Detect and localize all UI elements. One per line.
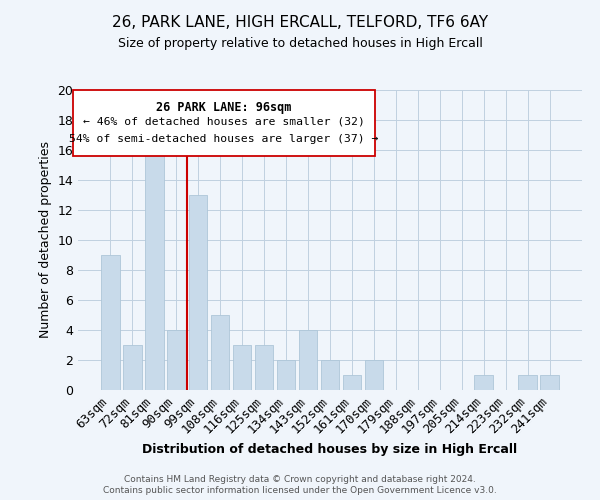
Bar: [343, 375, 361, 390]
Bar: [518, 375, 537, 390]
Text: Contains public sector information licensed under the Open Government Licence v3: Contains public sector information licen…: [103, 486, 497, 495]
Bar: [475, 375, 493, 390]
Bar: [541, 375, 559, 390]
Bar: [189, 195, 208, 390]
Text: Contains HM Land Registry data © Crown copyright and database right 2024.: Contains HM Land Registry data © Crown c…: [124, 475, 476, 484]
Text: 26, PARK LANE, HIGH ERCALL, TELFORD, TF6 6AY: 26, PARK LANE, HIGH ERCALL, TELFORD, TF6…: [112, 15, 488, 30]
Bar: [299, 330, 317, 390]
Bar: [365, 360, 383, 390]
Bar: [101, 255, 119, 390]
Text: 26 PARK LANE: 96sqm: 26 PARK LANE: 96sqm: [157, 100, 292, 114]
Bar: [145, 135, 164, 390]
Text: ← 46% of detached houses are smaller (32): ← 46% of detached houses are smaller (32…: [83, 117, 365, 127]
Y-axis label: Number of detached properties: Number of detached properties: [39, 142, 52, 338]
Bar: [167, 330, 185, 390]
Bar: [123, 345, 142, 390]
Text: 54% of semi-detached houses are larger (37) →: 54% of semi-detached houses are larger (…: [70, 134, 379, 144]
Bar: [277, 360, 295, 390]
Text: Size of property relative to detached houses in High Ercall: Size of property relative to detached ho…: [118, 38, 482, 51]
Text: Distribution of detached houses by size in High Ercall: Distribution of detached houses by size …: [142, 444, 518, 456]
Bar: [255, 345, 274, 390]
Bar: [233, 345, 251, 390]
FancyBboxPatch shape: [73, 90, 376, 156]
Bar: [320, 360, 340, 390]
Bar: [211, 315, 229, 390]
